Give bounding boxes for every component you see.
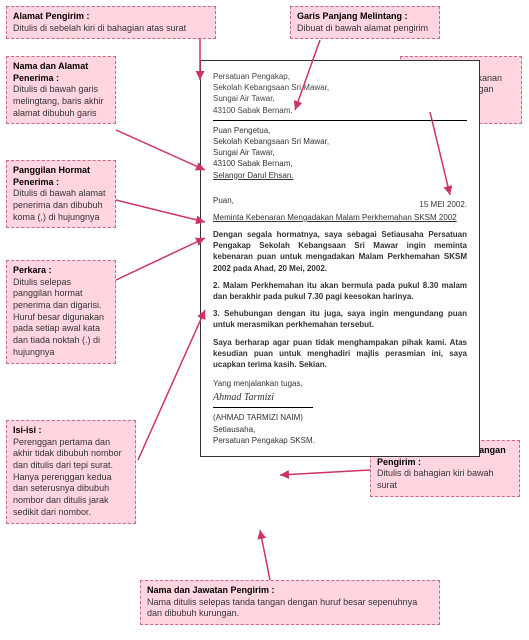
- callout-text: Dibuat di bawah alamat pengirim: [297, 23, 428, 33]
- sender-line: Sungai Air Tawar,: [213, 93, 467, 104]
- closing: Yang menjalankan tugas,: [213, 378, 467, 389]
- paragraph: Saya berharap agar puan tidak menghampak…: [213, 337, 467, 371]
- subject-line: Meminta Kebenaran Mengadakan Malam Perkh…: [213, 212, 467, 223]
- callout-title: Panggilan Hormat Penerima :: [13, 165, 90, 187]
- callout-isi: Isi-isi : Perenggan pertama dan akhir ti…: [6, 420, 136, 524]
- callout-text: Ditulis selepas panggilan hormat penerim…: [13, 277, 104, 357]
- callout-title: Alamat Pengirim :: [13, 11, 90, 21]
- recipient-line: 43100 Sabak Bernam,: [213, 158, 467, 169]
- sender-address: Persatuan Pengakap, Sekolah Kebangsaan S…: [213, 71, 467, 116]
- callout-title: Nama dan Jawatan Pengirim :: [147, 585, 275, 595]
- callout-nama-jawatan: Nama dan Jawatan Pengirim : Nama ditulis…: [140, 580, 440, 625]
- callout-text: Ditulis di bawah alamat penerima dan dib…: [13, 188, 106, 221]
- recipient-line: Sekolah Kebangsaan Sri Mawar,: [213, 136, 467, 147]
- recipient-line: Puan Pengetua,: [213, 125, 467, 136]
- callout-text: Perenggan pertama dan akhir tidak dibubu…: [13, 437, 122, 517]
- sender-title: Setiausaha,: [213, 424, 467, 435]
- sender-line: 43100 Sabak Bernam.: [213, 105, 467, 116]
- sender-line: Sekolah Kebangsaan Sri Mawar,: [213, 82, 467, 93]
- paragraph: Dengan segala hormatnya, saya sebagai Se…: [213, 229, 467, 274]
- callout-title: Nama dan Alamat Penerima :: [13, 61, 88, 83]
- callout-alamat-pengirim: Alamat Pengirim : Ditulis di sebelah kir…: [6, 6, 216, 39]
- callout-perkara: Perkara : Ditulis selepas panggilan horm…: [6, 260, 116, 364]
- signature: Ahmad Tarmizi: [213, 391, 467, 405]
- letter-document: Persatuan Pengakap, Sekolah Kebangsaan S…: [200, 60, 480, 457]
- callout-text: Ditulis di bawah garis melingtang, baris…: [13, 84, 104, 117]
- callout-text: Ditulis di bahagian kiri bawah surat: [377, 468, 494, 490]
- letter-date: 15 MEI 2002.: [419, 199, 467, 210]
- sender-title: Persatuan Pengakap SKSM.: [213, 435, 467, 446]
- recipient-line: Sungai Air Tawar,: [213, 147, 467, 158]
- callout-text: Ditulis di sebelah kiri di bahagian atas…: [13, 23, 186, 33]
- sender-name: (AHMAD TARMIZI NAIM): [213, 412, 467, 423]
- callout-garis-panjang: Garis Panjang Melintang : Dibuat di bawa…: [290, 6, 440, 39]
- callout-text: Nama ditulis selepas tanda tangan dengan…: [147, 597, 417, 619]
- callout-title: Isi-isi :: [13, 425, 42, 435]
- recipient-address: Puan Pengetua, Sekolah Kebangsaan Sri Ma…: [213, 125, 467, 181]
- sender-line: Persatuan Pengakap,: [213, 71, 467, 82]
- horizontal-rule: [213, 120, 467, 121]
- recipient-line: Selangor Darul Ehsan.: [213, 170, 467, 181]
- signature-rule: [213, 407, 313, 408]
- paragraph: 3. Sehubungan dengan itu juga, saya ingi…: [213, 308, 467, 330]
- callout-panggilan-hormat: Panggilan Hormat Penerima : Ditulis di b…: [6, 160, 116, 228]
- paragraph: 2. Malam Perkhemahan itu akan bermula pa…: [213, 280, 467, 302]
- callout-title: Perkara :: [13, 265, 52, 275]
- callout-nama-alamat-penerima: Nama dan Alamat Penerima : Ditulis di ba…: [6, 56, 116, 124]
- callout-title: Garis Panjang Melintang :: [297, 11, 408, 21]
